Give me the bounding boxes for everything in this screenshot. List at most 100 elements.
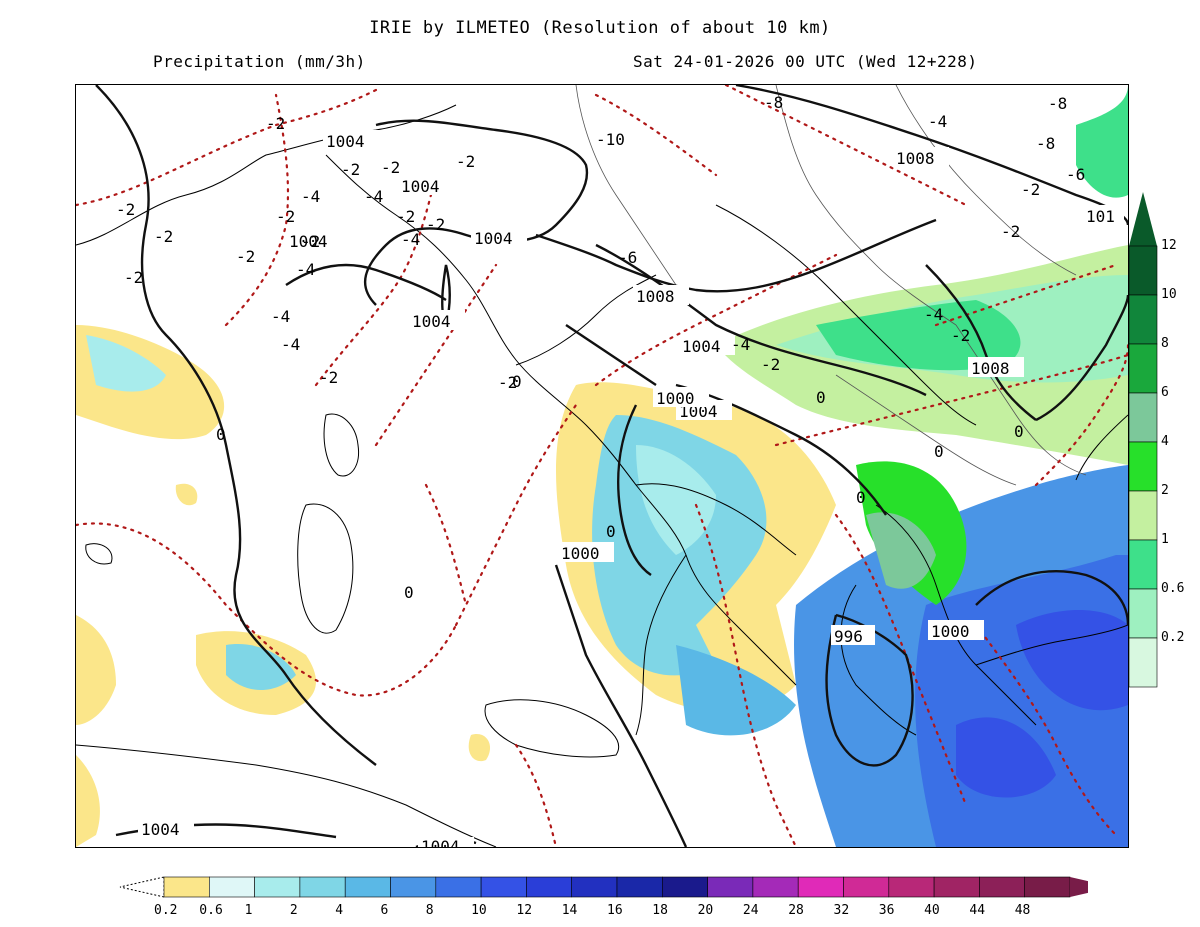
precip-scale-swatch bbox=[933, 876, 980, 898]
precip-scale-swatch bbox=[209, 876, 255, 898]
snow-scale-arrow-high bbox=[1129, 192, 1157, 246]
precip-scale-arrow-high bbox=[1070, 877, 1088, 897]
precip-scale-label: 40 bbox=[924, 903, 940, 918]
isotherms bbox=[76, 85, 1128, 847]
snow-scale-label: 8 bbox=[1161, 336, 1169, 351]
snow-scale-label: 12 bbox=[1161, 238, 1177, 253]
precip-scale-swatch bbox=[526, 876, 572, 898]
snow-scale-label: 4 bbox=[1161, 434, 1169, 449]
snow-scale-swatch bbox=[1128, 637, 1158, 688]
precip-scale-label: 8 bbox=[425, 903, 434, 918]
isotherm-label: -2 bbox=[396, 207, 415, 226]
snow-scale-label: 2 bbox=[1161, 483, 1169, 498]
isotherm-label: -2 bbox=[426, 215, 445, 234]
precip-scale-swatch bbox=[707, 876, 754, 898]
precip-scale-label: 32 bbox=[833, 903, 850, 918]
precip-scale-bar bbox=[119, 876, 1088, 898]
isotherm-label: -2 bbox=[951, 326, 970, 345]
valid-time-label: Sat 24-01-2026 00 UTC (Wed 12+228) bbox=[633, 52, 978, 71]
snow-scale-swatch bbox=[1128, 490, 1158, 541]
isotherm-label: -4 bbox=[281, 335, 300, 354]
isobar-label: 1008 bbox=[636, 287, 675, 306]
precip-scale-label: 6 bbox=[380, 903, 389, 918]
isotherm-label: -4 bbox=[301, 187, 320, 206]
precip-scale-label: 0.2 bbox=[154, 903, 178, 918]
isotherm-label: 0 bbox=[404, 583, 414, 602]
snow-scale-swatch bbox=[1128, 588, 1158, 639]
precip-shading bbox=[76, 85, 1128, 847]
precip-scale-swatch bbox=[480, 876, 527, 898]
isotherm-label: -2 bbox=[498, 373, 517, 392]
precip-scale-label: 4 bbox=[335, 903, 344, 918]
isotherm-label: 0 bbox=[1014, 422, 1024, 441]
isobar-label: 101 bbox=[1086, 207, 1115, 226]
isotherm-label: -2 bbox=[381, 158, 400, 177]
precip-scale-label: 18 bbox=[652, 903, 668, 918]
isotherm-label: 0 bbox=[856, 488, 866, 507]
isotherm-label: -2 bbox=[124, 268, 143, 287]
precip-scale-swatch bbox=[888, 876, 935, 898]
precip-scale-swatch bbox=[843, 876, 890, 898]
snow-scale-label: 6 bbox=[1161, 385, 1169, 400]
country-borders bbox=[575, 85, 1087, 486]
precip-scale-swatch bbox=[571, 876, 618, 898]
precip-scale-label: 10 bbox=[471, 903, 487, 918]
isotherm-label: -2 bbox=[761, 355, 780, 374]
isotherm-label: -2 bbox=[319, 368, 338, 387]
isobar-label: 1000 bbox=[561, 544, 600, 563]
isotherm-labels: -2 -2 -2 -2 -2 -4 -4 -2 -2 -4 -2 -2 -4 -… bbox=[116, 93, 1085, 602]
precip-scale-swatch bbox=[661, 876, 708, 898]
isobar-label: 1004 bbox=[141, 820, 180, 839]
precip-scale-arrow-low bbox=[119, 876, 165, 898]
forecast-map: 1004 1004 1004 1004 1004 1004 1008 1008 … bbox=[75, 84, 1129, 848]
isotherm-label: -2 bbox=[236, 247, 255, 266]
precip-scale-label: 48 bbox=[1014, 903, 1031, 918]
precip-scale-label: 36 bbox=[878, 903, 895, 918]
precip-scale-label: 24 bbox=[742, 903, 759, 918]
precip-scale-swatch bbox=[979, 876, 1026, 898]
snow-scale-swatch bbox=[1128, 392, 1158, 443]
variable-label: Precipitation (mm/3h) bbox=[153, 52, 366, 71]
snow-scale-swatch bbox=[1128, 245, 1158, 296]
isobar-label: 1004 bbox=[682, 337, 721, 356]
isotherm-label: -4 bbox=[401, 230, 420, 249]
isobars bbox=[95, 85, 1128, 847]
isobar-label: 1004 bbox=[412, 312, 451, 331]
isotherm-label: 0 bbox=[606, 522, 616, 541]
isotherm-label: 0 bbox=[934, 442, 944, 461]
isobar-label: 1004 bbox=[401, 177, 440, 196]
precip-scale-swatch bbox=[797, 876, 844, 898]
precip-scale-label: 44 bbox=[969, 903, 986, 918]
precip-scale-swatch bbox=[752, 876, 799, 898]
isotherm-label: -4 bbox=[296, 260, 315, 279]
map-canvas: 1004 1004 1004 1004 1004 1004 1008 1008 … bbox=[76, 85, 1128, 847]
isotherm-label: -6 bbox=[618, 248, 637, 267]
snow-scale-swatch bbox=[1128, 441, 1158, 492]
precip-scale-swatch bbox=[435, 876, 482, 898]
isobar-label: 1004 bbox=[326, 132, 365, 151]
isotherm-label: 0 bbox=[216, 425, 226, 444]
precip-scale-swatch bbox=[616, 876, 663, 898]
isobar-label: 1000 bbox=[656, 389, 695, 408]
isotherm-label: -4 bbox=[364, 187, 383, 206]
snow-scale-label: 0.6 bbox=[1161, 581, 1185, 596]
isotherm-label: -8 bbox=[764, 93, 783, 112]
snow-scale-label: 10 bbox=[1161, 287, 1177, 302]
precip-scale-label: 20 bbox=[697, 903, 714, 918]
isotherm-label: 0 bbox=[816, 388, 826, 407]
precip-scale-label: 2 bbox=[289, 903, 298, 918]
isotherm-label: -4 bbox=[271, 307, 290, 326]
isotherm-label: -2 bbox=[116, 200, 135, 219]
precip-scale-swatch bbox=[1024, 876, 1071, 898]
isotherm-label: -2 bbox=[1001, 222, 1020, 241]
isotherm-label: -2 bbox=[456, 152, 475, 171]
isobar-label: 1000 bbox=[931, 622, 970, 641]
isotherm-label: -2 bbox=[341, 160, 360, 179]
isotherm-label: -2 bbox=[266, 114, 285, 133]
precip-scale-swatch bbox=[299, 876, 346, 898]
isotherm-label: 0 bbox=[512, 372, 522, 391]
isotherm-label: -8 bbox=[1048, 94, 1067, 113]
precip-scale-label: 0.6 bbox=[199, 903, 223, 918]
isotherm-label: -2 bbox=[301, 232, 320, 251]
precip-scale-label: 12 bbox=[516, 903, 533, 918]
